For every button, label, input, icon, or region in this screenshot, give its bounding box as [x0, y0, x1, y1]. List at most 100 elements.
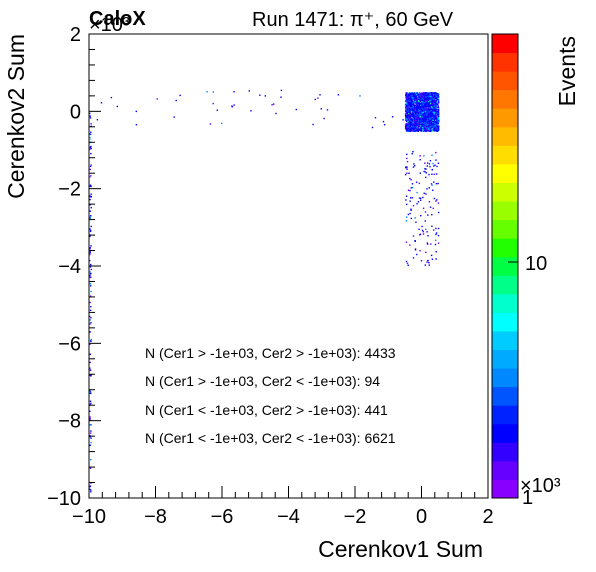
data-point: [89, 266, 92, 268]
data-point: [408, 127, 410, 130]
data-point: [89, 247, 91, 249]
data-point: [409, 125, 411, 128]
data-point: [89, 117, 92, 119]
data-point: [90, 441, 92, 444]
data-point: [407, 122, 409, 124]
data-point: [433, 197, 436, 200]
data-point: [383, 124, 386, 126]
data-point: [414, 248, 417, 250]
data-point: [435, 239, 437, 241]
data-point: [431, 101, 433, 103]
data-point: [436, 120, 438, 123]
x-tick-label: −10: [72, 506, 106, 528]
data-point: [423, 155, 425, 157]
data-point: [435, 233, 437, 236]
data-point: [410, 179, 412, 181]
data-point: [90, 482, 92, 484]
data-point: [407, 130, 409, 132]
data-point: [420, 103, 422, 105]
data-point: [405, 260, 408, 263]
y-tick-label: −4: [58, 256, 81, 278]
data-point: [407, 125, 409, 128]
data-point: [421, 98, 423, 101]
data-point: [424, 103, 426, 105]
data-point: [417, 96, 419, 98]
colorbar-band: [492, 89, 518, 109]
data-point: [417, 115, 420, 117]
data-point: [435, 159, 437, 161]
data-point: [420, 111, 422, 114]
data-point: [414, 113, 416, 116]
data-point: [428, 102, 430, 105]
data-point: [407, 106, 409, 108]
data-point: [436, 118, 438, 120]
data-point: [90, 402, 92, 405]
data-point: [437, 95, 440, 98]
data-point: [426, 92, 429, 94]
data-point: [89, 283, 91, 285]
data-point: [416, 191, 418, 194]
data-point: [90, 193, 92, 195]
x-axis: −10 −8 −6 −4 −2 0 2: [72, 486, 494, 528]
data-point: [89, 369, 92, 372]
data-point: [409, 115, 411, 117]
data-point: [423, 106, 425, 108]
data-point: [437, 96, 440, 99]
data-point: [431, 92, 433, 94]
data-point: [435, 200, 437, 202]
data-point: [420, 120, 422, 122]
data-point: [206, 91, 208, 93]
data-point: [414, 240, 416, 242]
data-point: [431, 106, 433, 108]
data-point: [409, 122, 411, 124]
data-point: [422, 129, 424, 131]
data-point: [429, 126, 431, 128]
data-point: [407, 100, 409, 102]
data-point: [410, 103, 413, 105]
data-point: [430, 108, 432, 110]
data-point: [428, 101, 430, 103]
data-point: [405, 119, 407, 121]
data-point: [426, 113, 429, 116]
data-point: [412, 92, 414, 95]
data-point: [414, 111, 416, 113]
data-point: [89, 195, 91, 197]
data-point: [411, 102, 414, 104]
data-point: [89, 133, 91, 135]
data-point: [407, 115, 409, 117]
data-point: [430, 97, 432, 99]
data-point: [90, 145, 92, 148]
data-point: [435, 130, 438, 132]
data-point: [323, 117, 325, 120]
data-point: [415, 114, 417, 116]
data-point: [408, 106, 410, 108]
run-title: Run 1471: π⁺, 60 GeV: [252, 9, 454, 31]
data-point: [414, 107, 416, 109]
data-point: [423, 108, 425, 110]
data-point: [432, 123, 434, 125]
data-point: [435, 117, 437, 120]
data-point: [89, 392, 91, 394]
data-point: [422, 196, 424, 199]
data-point: [89, 228, 91, 230]
data-point: [426, 105, 428, 108]
data-point: [414, 120, 416, 122]
data-point: [415, 97, 418, 99]
data-point: [90, 164, 92, 166]
data-point: [419, 105, 421, 107]
data-point: [431, 154, 433, 156]
data-point: [405, 106, 407, 109]
data-point: [427, 127, 429, 129]
data-point: [409, 127, 411, 130]
data-point: [416, 117, 419, 119]
data-point: [436, 111, 438, 113]
data-point: [406, 172, 408, 174]
colorbar-band: [492, 405, 518, 425]
data-point: [429, 130, 432, 132]
data-point: [415, 95, 417, 97]
data-point: [426, 130, 428, 132]
data-point: [409, 130, 411, 132]
data-point: [371, 126, 374, 129]
data-point: [412, 166, 415, 168]
data-point: [427, 116, 429, 119]
